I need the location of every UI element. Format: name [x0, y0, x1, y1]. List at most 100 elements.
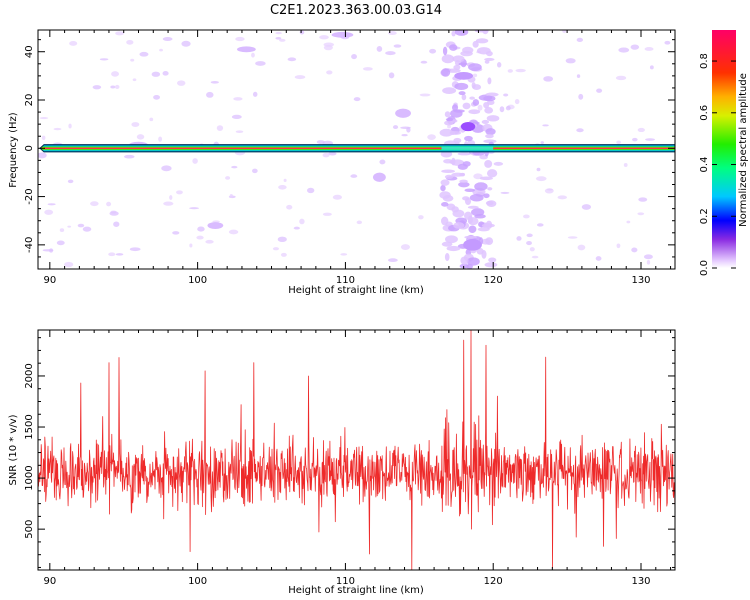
spectral-speckle [158, 136, 163, 142]
spectral-speckle [643, 254, 653, 260]
snr-x-axis-label: Height of straight line (km) [288, 585, 424, 596]
spectral-speckle [540, 141, 545, 144]
spectral-speckle-column [451, 30, 456, 37]
spectral-speckle [322, 152, 330, 158]
spectral-speckle-column [458, 91, 466, 96]
spectral-speckle [499, 106, 505, 113]
spectral-speckle [637, 127, 645, 133]
spectral-speckle [280, 252, 287, 257]
spectral-speckle [419, 93, 431, 97]
spectral-speckle [500, 191, 510, 194]
spectral-speckle [379, 159, 386, 165]
spectral-speckle-column [453, 137, 462, 144]
spectral-speckle [192, 158, 198, 164]
spectral-speckle-column [462, 46, 474, 54]
spectral-speckle-column [459, 263, 469, 269]
spectral-speckle [319, 35, 329, 40]
spectrogram-y-axis-label: Frequency (Hz) [8, 112, 19, 188]
spectral-speckle-column [485, 220, 493, 230]
spectral-speckle [632, 137, 638, 142]
spectral-speckle-column [481, 30, 489, 35]
snr-y-tick-label: 500 [24, 520, 35, 539]
spectral-speckle [56, 240, 65, 246]
spectral-speckle-column [439, 128, 454, 137]
snr-x-tick-label: 100 [188, 576, 207, 587]
spectral-speckle [306, 187, 315, 194]
spectral-speckle [536, 223, 544, 227]
spectral-speckle [69, 41, 78, 46]
spectral-speckle [326, 70, 333, 75]
spectral-speckle [477, 104, 483, 111]
spectral-speckle-column [483, 95, 496, 102]
spectral-blob [207, 222, 224, 229]
spectral-speckle [645, 138, 655, 141]
spectral-speckle-column [442, 46, 448, 56]
spectral-speckle [196, 235, 204, 240]
spectral-speckle [626, 220, 631, 224]
spectral-speckle [163, 201, 174, 206]
spectral-speckle [38, 152, 47, 159]
spectrogram-y-tick-label: -20 [24, 188, 35, 204]
spectrogram-x-tick-label: 110 [336, 275, 355, 286]
snr-x-tick-label: 90 [43, 576, 56, 587]
spectral-speckle [225, 176, 231, 180]
spectral-speckle-column [449, 44, 458, 51]
spectral-speckle-column [483, 193, 490, 199]
spectral-speckle [44, 209, 54, 215]
spectral-speckle [41, 135, 46, 141]
spectral-speckle [616, 243, 621, 249]
spectral-speckle [542, 124, 549, 127]
spectral-speckle [77, 223, 85, 228]
snr-frame [37, 329, 676, 571]
spectral-blob [331, 31, 354, 38]
spectral-speckle [562, 30, 567, 34]
spectral-speckle [507, 69, 513, 73]
spectral-speckle [646, 260, 651, 265]
spectrogram-x-axis-label: Height of straight line (km) [288, 285, 424, 296]
spectral-speckle [293, 226, 300, 230]
spectral-speckle-column [479, 176, 493, 181]
spectral-speckle-column [461, 94, 467, 101]
spectral-speckle [231, 114, 242, 120]
spectral-speckle [111, 71, 120, 77]
spectral-speckle-column [459, 179, 468, 184]
spectral-speckle-column [468, 109, 481, 115]
spectrogram-axes: 90 100 110 120 130 -40 -20 0 20 40 [24, 30, 675, 286]
spectral-speckle [115, 31, 125, 36]
spectral-speckle-column [449, 130, 456, 135]
spectral-blob [463, 239, 482, 251]
spectral-speckle [351, 54, 357, 60]
spectral-speckle-column [468, 63, 482, 72]
spectral-speckle [516, 236, 522, 241]
spectral-speckle [114, 84, 120, 90]
spectral-speckle-column [460, 256, 469, 265]
spectral-speckle [189, 243, 193, 248]
spectral-speckle [616, 140, 621, 145]
spectral-speckle [110, 85, 116, 89]
spectral-speckle [106, 201, 112, 207]
spectral-speckle-column [485, 92, 499, 97]
spectral-speckle [388, 72, 395, 79]
spectral-speckle-column [464, 235, 477, 239]
snr-series-line [38, 330, 675, 570]
snr-x-tick-label: 110 [336, 576, 355, 587]
snr-x-tick-label: 120 [484, 576, 503, 587]
spectral-speckle [252, 168, 258, 174]
spectral-speckle-column [474, 182, 488, 191]
spectral-speckle-column [444, 111, 451, 118]
spectral-speckle [162, 71, 169, 76]
spectral-speckle [235, 36, 245, 42]
spectral-speckle [529, 247, 535, 252]
spectral-speckle [362, 67, 373, 71]
spectral-speckle [139, 51, 149, 57]
spectral-speckle [615, 75, 627, 81]
spectral-speckle [39, 117, 49, 120]
spectrogram-content [38, 30, 675, 269]
spectral-speckle-column [446, 245, 461, 252]
spectral-speckle-column [483, 139, 497, 144]
spectral-speckle-column [476, 247, 484, 255]
spectral-speckle [181, 40, 191, 47]
spectral-speckle [279, 38, 286, 42]
spectral-speckle [42, 249, 54, 252]
